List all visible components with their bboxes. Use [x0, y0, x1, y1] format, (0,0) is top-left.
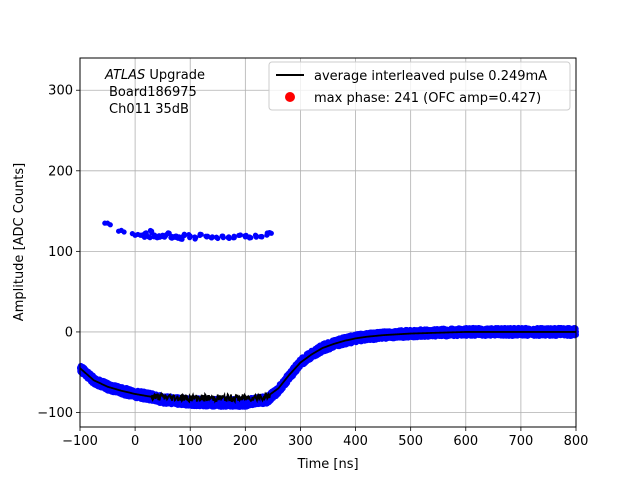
annotation-line-1: ATLAS Upgrade [104, 68, 205, 83]
scatter-point [246, 235, 253, 241]
y-tick-label: 100 [48, 245, 73, 260]
annotation-atlas: ATLAS [104, 68, 145, 83]
scatter-point [253, 234, 259, 240]
x-tick-label: 100 [178, 434, 203, 449]
scatter-point [145, 233, 151, 240]
y-tick-label: 300 [48, 84, 73, 99]
scatter-point [268, 230, 274, 236]
average-pulse-line [79, 331, 576, 405]
legend-box [268, 61, 571, 111]
x-axis-label: Time [ns] [296, 457, 358, 472]
scatter-point [237, 232, 244, 238]
x-tick-label: 600 [453, 434, 478, 449]
scatter-point [197, 231, 203, 237]
x-tick-label: 500 [398, 434, 423, 449]
annotation-board: Board186975 [109, 85, 197, 100]
y-axis-label: Amplitude [ADC Counts] [12, 163, 27, 321]
annotation-channel: Ch011 35dB [109, 102, 189, 117]
atlas-annotation: ATLAS Upgrade Board186975 Ch011 35dB [104, 68, 205, 117]
legend-marker-swatch [285, 92, 295, 102]
scatter-point [213, 234, 220, 240]
annotation-upgrade: Upgrade [145, 68, 205, 83]
scatter-point [208, 235, 214, 241]
x-tick-label: −100 [62, 434, 98, 449]
scatter-point [219, 233, 225, 239]
scatter-point [242, 233, 248, 239]
blue-upper-cluster [102, 220, 274, 242]
legend-label-max-phase: max phase: 241 (OFC amp=0.427) [314, 91, 541, 106]
x-tick-label: 700 [508, 434, 533, 449]
x-tick-label: 200 [233, 434, 258, 449]
scatter-point [258, 234, 264, 240]
y-tick-label: 200 [48, 164, 73, 179]
scatter-point [187, 235, 193, 241]
scatter-point [192, 236, 198, 242]
legend: average interleaved pulse 0.249mA max ph… [268, 61, 571, 111]
scatter-point [225, 234, 231, 241]
scatter-point [121, 229, 127, 235]
x-tick-label: 300 [288, 434, 313, 449]
plot-area [80, 58, 576, 427]
tick-layer: −100 0 100 200 300 400 500 600 700 800 −100 0 100 200… [37, 84, 588, 449]
data-layer [77, 220, 579, 410]
x-tick-label: 0 [131, 434, 139, 449]
x-tick-label: 400 [343, 434, 368, 449]
grid-layer [79, 58, 577, 427]
plot-frame [79, 57, 577, 428]
scatter-point [231, 233, 237, 239]
y-tick-label: 0 [65, 325, 73, 340]
scatter-point [180, 233, 187, 239]
y-tick-label: −100 [37, 406, 73, 421]
scatter-point [147, 227, 154, 234]
x-tick-label: 800 [564, 434, 589, 449]
legend-label-average-pulse: average interleaved pulse 0.249mA [314, 69, 547, 84]
scatter-point [107, 222, 113, 228]
